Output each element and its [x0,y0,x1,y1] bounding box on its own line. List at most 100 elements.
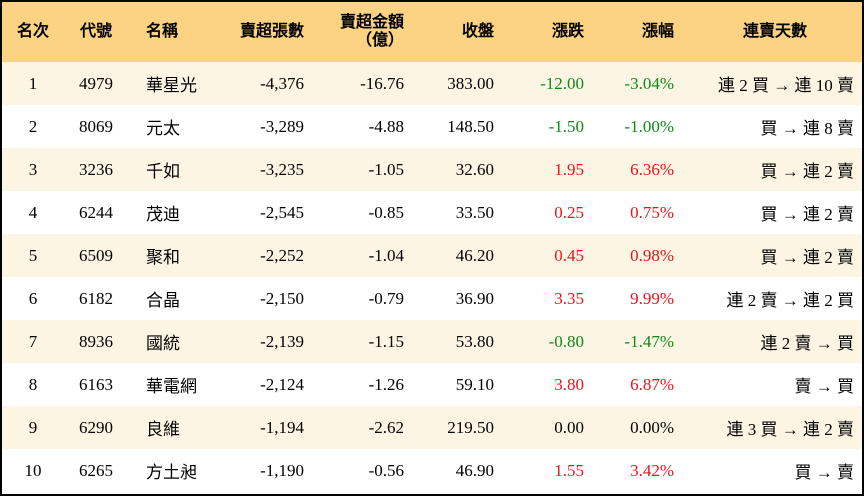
table-cell: 買 → 連 2 賣 [760,162,855,181]
table-cell: -2,545 [260,202,304,222]
table-cell: 元太 [146,119,180,138]
table-row: 3 3236 千如 -3,235 -1.05 32.60 1.95 6.36% 買 → 連 2 … [2,148,862,191]
table-cell: 6265 [79,460,113,480]
table-row: 1 4979 華星光 -4,376 -16.76 383.00 -12.00 -3.04% 連 … [2,62,862,105]
table-cell: 良維 [146,420,180,439]
table-cell: 3.35 [554,288,584,308]
table-cell: 6.87% [630,374,674,394]
table-cell: -2.62 [368,417,404,437]
table-cell: 0.00 [554,417,584,437]
table-cell: 0.00% [630,417,674,437]
table-cell: 8936 [79,331,113,351]
table-cell: 0.45 [554,245,584,265]
table-cell: -0.56 [368,460,404,480]
table-cell: 方土昶 [146,463,197,482]
table-cell: 聚和 [146,248,180,267]
table-cell: -3,289 [260,116,304,136]
table-cell: 5 [28,245,38,265]
table-cell: 連 3 買 → 連 2 賣 [726,420,855,439]
table-cell: 9.99% [630,288,674,308]
table-cell: 合晶 [146,291,180,310]
table-cell: -2,252 [260,245,304,265]
table-cell: 連 2 賣 → 連 2 買 [726,291,855,310]
header-row: 名次 代號 名稱 賣超張數 賣超金額 （億） 收盤 漲跌 漲幅 連賣天數 [2,2,862,62]
table-cell: 33.50 [455,202,494,222]
table-row: 5 6509 聚和 -2,252 -1.04 46.20 0.45 0.98% 買 → 連 2 … [2,234,862,277]
table-cell: 華電網 [146,377,197,396]
table-cell: 36.90 [455,288,494,308]
table-cell: -2,124 [260,374,304,394]
table-cell: 茂迪 [146,205,180,224]
table-cell: 8 [28,374,38,394]
table-cell: 6290 [79,417,113,437]
table-cell: 買 → 連 2 賣 [760,248,855,267]
table-cell: -2,139 [260,331,304,351]
table-row: 7 8936 國統 -2,139 -1.15 53.80 -0.80 -1.47% 連 2 賣 … [2,320,862,363]
table-cell: 1.55 [554,460,584,480]
table-cell: 2 [28,116,38,136]
table-cell: 8069 [79,116,113,136]
column-header: 連賣天數 [742,23,807,40]
table-cell: 0.75% [630,202,674,222]
table-cell: -1.00% [624,116,674,136]
column-header: 代號 [79,23,112,40]
table-cell: 6182 [79,288,113,308]
table-cell: 買 → 賣 [794,463,855,482]
table-cell: 華星光 [146,76,197,95]
column-header: 賣超張數 [239,23,304,40]
table-cell: 3 [28,159,38,179]
table-cell: 4979 [79,73,113,93]
table-cell: 連 2 賣 → 買 [760,334,855,353]
table-cell: 219.50 [447,417,494,437]
table-cell: -1.47% [624,331,674,351]
table-cell: 53.80 [455,331,494,351]
table-cell: -3.04% [624,73,674,93]
table-cell: 9 [28,417,38,437]
table-row: 8 6163 華電網 -2,124 -1.26 59.10 3.80 6.87% 賣 → 買 [2,363,862,406]
table-cell: 10 [24,460,42,480]
table-cell: 0.25 [554,202,584,222]
table-cell: 3.42% [630,460,674,480]
table-cell: -2,150 [260,288,304,308]
table-cell: 千如 [146,162,180,181]
table-body: 1 4979 華星光 -4,376 -16.76 383.00 -12.00 -3.04% 連 … [2,62,862,492]
column-header: 漲幅 [641,23,674,40]
table-row: 4 6244 茂迪 -2,545 -0.85 33.50 0.25 0.75% 買 → 連 2 … [2,191,862,234]
table-cell: 1.95 [554,159,584,179]
table-cell: 6509 [79,245,113,265]
table-cell: -4,376 [260,73,304,93]
column-header: 漲跌 [551,23,584,40]
table-cell: -1.50 [548,116,584,136]
table-cell: 3236 [79,159,113,179]
table-cell: 383.00 [447,73,494,93]
table-row: 10 6265 方土昶 -1,190 -0.56 46.90 1.55 3.42% 買 → 賣 [2,449,862,492]
table-cell: 買 → 連 2 賣 [760,205,855,224]
table-cell: 國統 [146,334,180,353]
table-cell: -0.85 [368,202,404,222]
table-row: 9 6290 良維 -1,194 -2.62 219.50 0.00 0.00% 連 3 買 →… [2,406,862,449]
table-cell: -16.76 [360,73,404,93]
table-cell: 3.80 [554,374,584,394]
table-cell: 連 2 買 → 連 10 賣 [718,76,854,95]
table-cell: -1.04 [368,245,404,265]
table-cell: -3,235 [260,159,304,179]
table-cell: 148.50 [447,116,494,136]
table-cell: 1 [28,73,38,93]
column-header: 名次 [16,23,49,40]
table-cell: 賣 → 買 [794,377,855,396]
table-cell: 買 → 連 8 賣 [760,119,855,138]
table-cell: 32.60 [455,159,494,179]
table-cell: -0.79 [368,288,404,308]
table-cell: -1,190 [260,460,304,480]
table-cell: 46.20 [455,245,494,265]
table-cell: -1.26 [368,374,404,394]
table-row: 2 8069 元太 -3,289 -4.88 148.50 -1.50 -1.00% 買 → 連… [2,105,862,148]
table-cell: 46.90 [455,460,494,480]
column-header: 名稱 [146,23,179,40]
table-cell: 7 [28,331,38,351]
table-cell: -4.88 [368,116,404,136]
table-cell: 6.36% [630,159,674,179]
table-cell: -12.00 [540,73,584,93]
